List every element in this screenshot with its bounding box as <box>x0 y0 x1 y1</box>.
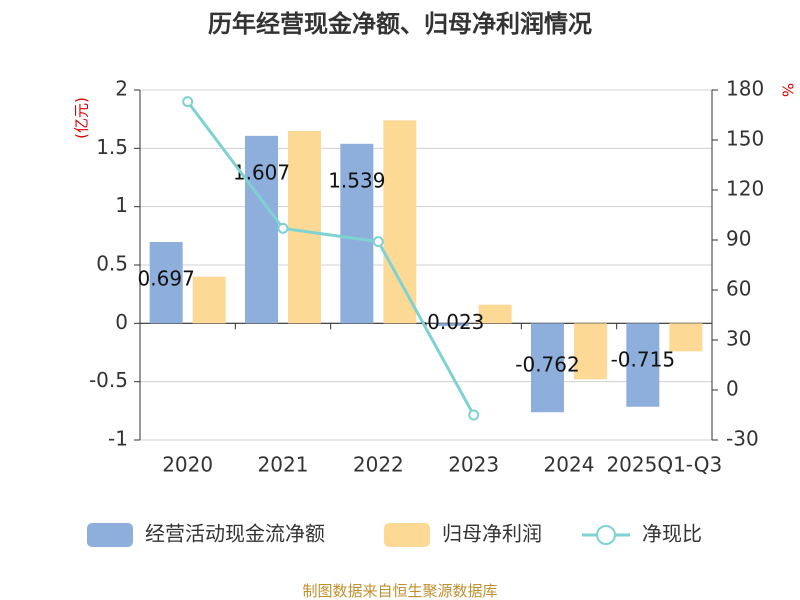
right-axis-tick-label: 150 <box>726 127 764 151</box>
left-axis-tick-label: 0.5 <box>96 252 128 276</box>
cashflow-data-label: 1.539 <box>328 168 385 192</box>
legend-cashflow-swatch <box>87 523 133 547</box>
net-profit-bar <box>478 304 512 324</box>
net-profit-bar <box>383 120 417 324</box>
legend: 经营活动现金流净额 归母净利润 净现比 <box>87 522 702 547</box>
left-axis-tick-label: -1 <box>108 427 128 451</box>
net-cash-ratio-point <box>277 222 289 234</box>
plot-area: 2 1.5 1 0.5 0 -0.5 -1 180 150 120 90 60 30 0 -30 2020 20… <box>89 77 764 477</box>
x-axis-label: 2025Q1-Q3 <box>606 453 722 477</box>
legend-cashflow-label: 经营活动现金流净额 <box>145 522 325 546</box>
net-cash-ratio-line <box>186 100 475 416</box>
cashflow-data-label: -0.762 <box>515 353 579 377</box>
left-axis-tick-label: 1 <box>115 193 128 217</box>
net-profit-bar <box>192 276 226 324</box>
left-axis-tick-label: -0.5 <box>89 368 128 392</box>
right-axis-unit: % <box>779 83 797 97</box>
net-profit-bar <box>574 323 607 380</box>
right-axis-tick-label: 120 <box>726 177 764 201</box>
left-axis-tick-label: 0 <box>115 310 128 334</box>
right-axis-tick-label: 30 <box>726 327 751 351</box>
cashflow-bar <box>245 135 278 324</box>
cashflow-bar <box>626 323 660 407</box>
net-profit-bar <box>669 323 703 352</box>
right-axis-tick-label: 180 <box>726 77 764 101</box>
cashflow-bar <box>531 323 564 413</box>
right-axis-tick-label: 90 <box>726 227 751 251</box>
x-axis-label: 2022 <box>353 453 404 477</box>
cashflow-data-label: 0.697 <box>138 267 195 291</box>
x-axis-label: 2024 <box>544 453 595 477</box>
cashflow-bar <box>435 323 469 327</box>
legend-net-profit-label: 归母净利润 <box>442 522 542 546</box>
net-cash-ratio-point <box>468 409 480 421</box>
legend-net-profit-swatch <box>384 523 430 547</box>
legend-ratio-marker <box>596 525 616 545</box>
right-axis-tick-label: 60 <box>726 277 751 301</box>
x-axis-label: 2023 <box>448 453 499 477</box>
left-axis-tick-label: 1.5 <box>96 135 128 159</box>
left-axis-unit: (亿元) <box>73 97 91 139</box>
cashflow-bar <box>340 143 374 324</box>
source-note: 制图数据来自恒生聚源数据库 <box>302 582 497 600</box>
net-cash-ratio-point <box>182 96 194 108</box>
right-axis-tick-label: -30 <box>726 427 759 451</box>
cashflow-data-label: -0.023 <box>420 310 484 334</box>
left-axis-tick-label: 2 <box>115 77 128 101</box>
x-axis-label: 2020 <box>162 453 213 477</box>
right-axis-tick-label: 0 <box>726 377 739 401</box>
cashflow-data-label: -0.715 <box>611 347 675 371</box>
cashflow-bar <box>149 242 183 324</box>
net-cash-ratio-point <box>372 236 384 248</box>
chart-title: 历年经营现金净额、归母净利润情况 <box>208 10 592 38</box>
x-axis-label: 2021 <box>258 453 309 477</box>
net-profit-bar <box>288 130 321 324</box>
legend-ratio-label: 净现比 <box>642 522 702 546</box>
